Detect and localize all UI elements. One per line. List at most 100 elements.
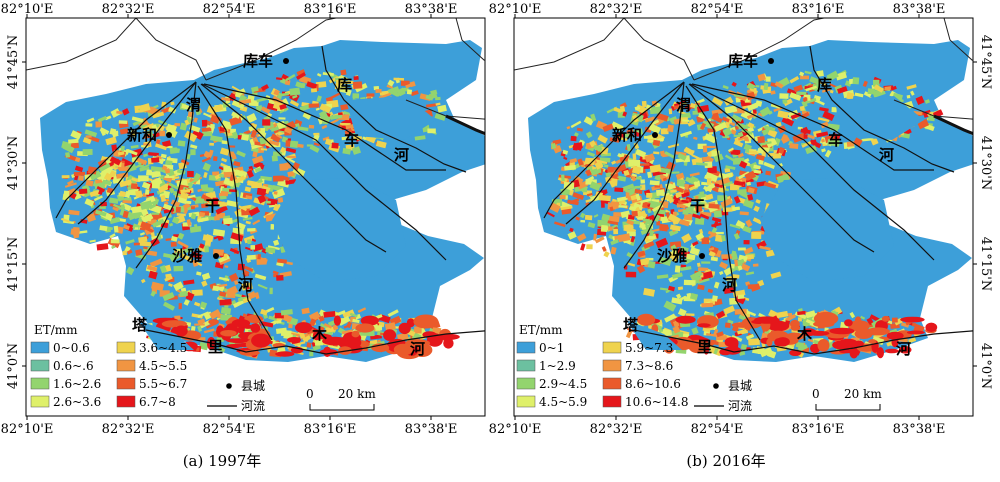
- label-shaya-town: 沙雅: [657, 247, 687, 265]
- label-he-weigan: 河: [238, 276, 253, 294]
- legend-swatch: [602, 359, 622, 372]
- label-gan: 干: [205, 197, 220, 215]
- label-ta: 塔: [132, 316, 148, 334]
- tick-label-top: 83°16'E: [792, 2, 845, 17]
- tick-label-bottom: 83°16'E: [304, 422, 357, 437]
- scale-zero: 0: [306, 387, 314, 401]
- county-seat-xinhe: [652, 132, 658, 138]
- legend-class-label: 4.5~5.5: [139, 359, 187, 373]
- legend-county-symbol: [226, 383, 232, 389]
- label-ku: 库: [337, 76, 352, 94]
- label-ta: 塔: [623, 316, 639, 334]
- label-wei: 渭: [676, 96, 691, 114]
- panel-b-2016: 82°10'E 82°32'E 82°54'E 83°16'E 83°38'E 82°10…: [489, 2, 993, 470]
- panel-a-caption: (a) 1997年: [183, 452, 262, 470]
- legend-swatch: [116, 377, 136, 390]
- label-he-weigan: 河: [722, 276, 737, 294]
- legend-swatch: [602, 341, 622, 354]
- place-labels: 库车 库 车 河 新和 渭 干 沙雅 河 塔 里 木 河: [127, 52, 425, 358]
- tick-label-top: 83°38'E: [405, 2, 458, 17]
- label-wei: 渭: [186, 96, 201, 114]
- label-mu: 木: [796, 325, 813, 343]
- graticule-ticks: 82°10'E 82°32'E 82°54'E 83°16'E 83°38'E 82°10…: [489, 2, 993, 437]
- legend-class-label: 2.9~4.5: [539, 377, 587, 391]
- label-mu: 木: [311, 325, 328, 343]
- legend-class-label: 0~0.6: [53, 341, 90, 355]
- county-seat-kuche: [768, 58, 774, 64]
- legend-county-symbol: [713, 383, 719, 389]
- tick-label-top: 82°54'E: [203, 2, 256, 17]
- legend-class-label: 5.5~6.7: [139, 377, 187, 391]
- label-xinhe-town: 新和: [612, 126, 642, 144]
- map-frame: [513, 17, 974, 417]
- label-kuche-town: 库车: [728, 52, 758, 70]
- scale-zero: 0: [812, 387, 820, 401]
- legend-title: ET/mm: [519, 323, 563, 337]
- legend-swatch: [602, 377, 622, 390]
- legend-swatch: [516, 377, 536, 390]
- tick-label-left: 41°0'N: [6, 343, 21, 389]
- tick-label-bottom: 83°16'E: [792, 422, 845, 437]
- label-he-kuche: 河: [394, 146, 409, 164]
- map-frame: [25, 17, 486, 417]
- legend-swatch: [516, 395, 536, 408]
- tick-label-bottom: 83°38'E: [405, 422, 458, 437]
- legend-swatch: [30, 341, 50, 354]
- legend-class-label: 8.6~10.6: [625, 377, 681, 391]
- label-che: 车: [828, 131, 843, 149]
- label-xinhe-town: 新和: [127, 126, 157, 144]
- legend: ET/mm 0~1 1~2.9 2.9~4.5 4.5~5.9 5.9~7.3 7.3~8…: [516, 323, 752, 413]
- label-he-kuche: 河: [879, 146, 894, 164]
- scale-distance: 20 km: [338, 387, 376, 401]
- tick-label-left: 41°45'N: [6, 35, 21, 90]
- label-he-tarim: 河: [896, 340, 911, 358]
- tick-label-bottom: 82°32'E: [102, 422, 155, 437]
- tick-label-right: 41°15'N: [978, 237, 993, 292]
- county-seat-xinhe: [166, 132, 172, 138]
- tick-label-left: 41°30'N: [6, 136, 21, 191]
- legend-class-label: 6.7~8: [139, 395, 176, 409]
- tick-label-left: 41°15'N: [6, 237, 21, 292]
- legend-swatch: [30, 395, 50, 408]
- label-gan: 干: [690, 197, 705, 215]
- legend-swatch: [30, 359, 50, 372]
- legend-county-label: 县城: [241, 379, 265, 393]
- legend-river-label: 河流: [241, 399, 265, 413]
- legend-river-label: 河流: [728, 399, 752, 413]
- legend-swatch: [602, 395, 622, 408]
- tick-label-right: 41°0'N: [978, 343, 993, 389]
- scale-bar: 0 20 km: [306, 387, 376, 411]
- scale-distance: 20 km: [844, 387, 882, 401]
- legend-class-label: 2.6~3.6: [53, 395, 101, 409]
- label-che: 车: [344, 131, 359, 149]
- river-network: [543, 45, 973, 355]
- label-kuche-town: 库车: [243, 52, 273, 70]
- legend-class-label: 0~1: [539, 341, 564, 355]
- legend-swatch: [516, 359, 536, 372]
- tick-label-right: 41°45'N: [978, 35, 993, 90]
- tick-label-bottom: 82°32'E: [590, 422, 643, 437]
- county-seat-shaya: [213, 253, 219, 259]
- tick-label-bottom: 82°54'E: [203, 422, 256, 437]
- river-network: [55, 45, 485, 355]
- county-seat-shaya: [699, 253, 705, 259]
- legend-swatch: [116, 341, 136, 354]
- legend-class-label: 7.3~8.6: [625, 359, 673, 373]
- label-li: 里: [208, 338, 223, 356]
- tick-label-bottom: 82°54'E: [691, 422, 744, 437]
- legend-class-label: 1.6~2.6: [53, 377, 101, 391]
- tick-label-top: 82°32'E: [590, 2, 643, 17]
- label-ku: 库: [817, 76, 832, 94]
- scale-bar: 0 20 km: [812, 387, 882, 411]
- legend-swatch: [116, 359, 136, 372]
- panel-b-caption: (b) 2016年: [686, 452, 765, 470]
- tick-label-top: 82°54'E: [691, 2, 744, 17]
- legend-class-label: 10.6~14.8: [625, 395, 689, 409]
- tick-label-bottom: 83°38'E: [893, 422, 946, 437]
- label-he-tarim: 河: [410, 340, 425, 358]
- label-li: 里: [697, 338, 712, 356]
- legend-swatch: [30, 377, 50, 390]
- tick-label-top: 83°16'E: [304, 2, 357, 17]
- place-labels: 库车 库 车 河 新和 渭 干 沙雅 河 塔 里 木 河: [612, 52, 911, 358]
